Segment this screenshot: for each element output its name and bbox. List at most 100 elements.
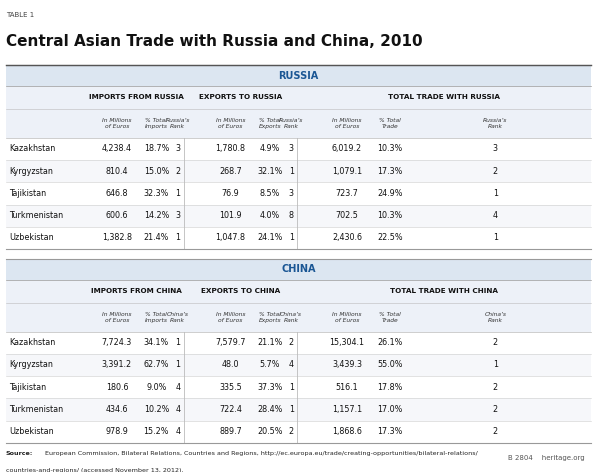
Text: In Millions
of Euros: In Millions of Euros: [216, 118, 245, 129]
Text: 3: 3: [289, 189, 294, 198]
Text: Uzbekistan: Uzbekistan: [9, 233, 53, 243]
Text: 4.0%: 4.0%: [260, 211, 280, 220]
Text: 4: 4: [175, 383, 181, 392]
Text: In Millions
of Euros: In Millions of Euros: [102, 118, 132, 129]
Text: 26.1%: 26.1%: [377, 338, 403, 347]
FancyBboxPatch shape: [6, 376, 591, 398]
Text: 37.3%: 37.3%: [257, 383, 283, 392]
Text: 21.1%: 21.1%: [257, 338, 283, 347]
Text: 34.1%: 34.1%: [144, 338, 169, 347]
Text: Kyrgyzstan: Kyrgyzstan: [9, 361, 53, 370]
Text: EXPORTS TO CHINA: EXPORTS TO CHINA: [201, 288, 280, 294]
Text: 32.3%: 32.3%: [143, 189, 169, 198]
Text: 1: 1: [175, 361, 181, 370]
Text: 2,430.6: 2,430.6: [332, 233, 362, 243]
Text: Russia’s
Rank: Russia’s Rank: [166, 118, 190, 129]
Text: Tajikistan: Tajikistan: [9, 383, 46, 392]
Text: 3: 3: [175, 144, 181, 153]
Text: countries-and-regions/ (accessed November 13, 2012).: countries-and-regions/ (accessed Novembe…: [6, 468, 184, 472]
Text: 335.5: 335.5: [219, 383, 242, 392]
Text: 723.7: 723.7: [335, 189, 358, 198]
Text: 1: 1: [175, 233, 181, 243]
Text: 10.2%: 10.2%: [143, 405, 169, 414]
Text: % Total
Imports: % Total Imports: [145, 118, 168, 129]
Text: In Millions
of Euros: In Millions of Euros: [332, 118, 362, 129]
Text: Kazakhstan: Kazakhstan: [9, 144, 55, 153]
Text: 4,238.4: 4,238.4: [102, 144, 132, 153]
Text: 1,780.8: 1,780.8: [215, 144, 245, 153]
Text: 17.0%: 17.0%: [377, 405, 403, 414]
FancyBboxPatch shape: [6, 421, 591, 443]
FancyBboxPatch shape: [6, 303, 591, 331]
FancyBboxPatch shape: [6, 227, 591, 249]
Text: 1,079.1: 1,079.1: [332, 167, 362, 176]
FancyBboxPatch shape: [6, 138, 591, 160]
Text: 1,157.1: 1,157.1: [332, 405, 362, 414]
Text: 2: 2: [493, 383, 498, 392]
Text: 15,304.1: 15,304.1: [329, 338, 365, 347]
Text: 646.8: 646.8: [106, 189, 128, 198]
Text: European Commission, Bilateral Relations, Countries and Regions, http://ec.europ: European Commission, Bilateral Relations…: [43, 451, 478, 456]
Text: IMPORTS FROM CHINA: IMPORTS FROM CHINA: [91, 288, 182, 294]
FancyBboxPatch shape: [6, 354, 591, 376]
Text: China’s
Rank: China’s Rank: [167, 312, 189, 323]
Text: EXPORTS TO RUSSIA: EXPORTS TO RUSSIA: [199, 94, 282, 101]
Text: 3: 3: [493, 144, 498, 153]
Text: 1: 1: [493, 361, 498, 370]
Text: 1,047.8: 1,047.8: [215, 233, 245, 243]
Text: 17.8%: 17.8%: [377, 383, 403, 392]
Text: 810.4: 810.4: [106, 167, 128, 176]
Text: 6,019.2: 6,019.2: [332, 144, 362, 153]
Text: % Total
Exports: % Total Exports: [259, 312, 281, 323]
Text: Turkmenistan: Turkmenistan: [9, 211, 63, 220]
Text: TABLE 1: TABLE 1: [6, 12, 34, 17]
Text: 62.7%: 62.7%: [143, 361, 169, 370]
Text: In Millions
of Euros: In Millions of Euros: [332, 312, 362, 323]
Text: 7,579.7: 7,579.7: [215, 338, 246, 347]
Text: 20.5%: 20.5%: [257, 427, 283, 436]
Text: 4: 4: [493, 211, 498, 220]
Text: 1: 1: [289, 233, 294, 243]
Text: % Total
Exports: % Total Exports: [259, 118, 281, 129]
Text: 14.2%: 14.2%: [143, 211, 169, 220]
FancyBboxPatch shape: [6, 259, 591, 279]
FancyBboxPatch shape: [6, 109, 591, 138]
Text: 702.5: 702.5: [335, 211, 358, 220]
FancyBboxPatch shape: [6, 204, 591, 227]
Text: 1: 1: [289, 405, 294, 414]
Text: 1: 1: [289, 383, 294, 392]
Text: 2: 2: [493, 427, 498, 436]
Text: Source:: Source:: [6, 451, 34, 456]
FancyBboxPatch shape: [6, 279, 591, 303]
Text: 48.0: 48.0: [222, 361, 239, 370]
Text: 18.7%: 18.7%: [143, 144, 169, 153]
Text: 5.7%: 5.7%: [260, 361, 280, 370]
Text: IMPORTS FROM RUSSIA: IMPORTS FROM RUSSIA: [89, 94, 184, 101]
Text: % Total
Trade: % Total Trade: [379, 312, 401, 323]
Text: 3,391.2: 3,391.2: [102, 361, 132, 370]
Text: Uzbekistan: Uzbekistan: [9, 427, 53, 436]
Text: 1: 1: [289, 167, 294, 176]
Text: Central Asian Trade with Russia and China, 2010: Central Asian Trade with Russia and Chin…: [6, 34, 422, 49]
Text: CHINA: CHINA: [281, 264, 316, 274]
Text: 8.5%: 8.5%: [260, 189, 280, 198]
Text: 24.9%: 24.9%: [377, 189, 403, 198]
Text: Tajikistan: Tajikistan: [9, 189, 46, 198]
Text: 21.4%: 21.4%: [143, 233, 169, 243]
Text: 28.4%: 28.4%: [257, 405, 283, 414]
Text: 1: 1: [493, 233, 498, 243]
Text: 1,382.8: 1,382.8: [102, 233, 132, 243]
Text: TOTAL TRADE WITH RUSSIA: TOTAL TRADE WITH RUSSIA: [388, 94, 500, 101]
Text: 600.6: 600.6: [106, 211, 128, 220]
Text: 32.1%: 32.1%: [257, 167, 283, 176]
Text: In Millions
of Euros: In Millions of Euros: [216, 312, 245, 323]
Text: 3: 3: [175, 211, 181, 220]
Text: Kyrgyzstan: Kyrgyzstan: [9, 167, 53, 176]
FancyBboxPatch shape: [6, 331, 591, 354]
Text: 10.3%: 10.3%: [377, 211, 403, 220]
Text: 722.4: 722.4: [219, 405, 242, 414]
FancyBboxPatch shape: [6, 160, 591, 182]
Text: TOTAL TRADE WITH CHINA: TOTAL TRADE WITH CHINA: [390, 288, 498, 294]
Text: Russia’s
Rank: Russia’s Rank: [279, 118, 304, 129]
Text: 7,724.3: 7,724.3: [102, 338, 132, 347]
